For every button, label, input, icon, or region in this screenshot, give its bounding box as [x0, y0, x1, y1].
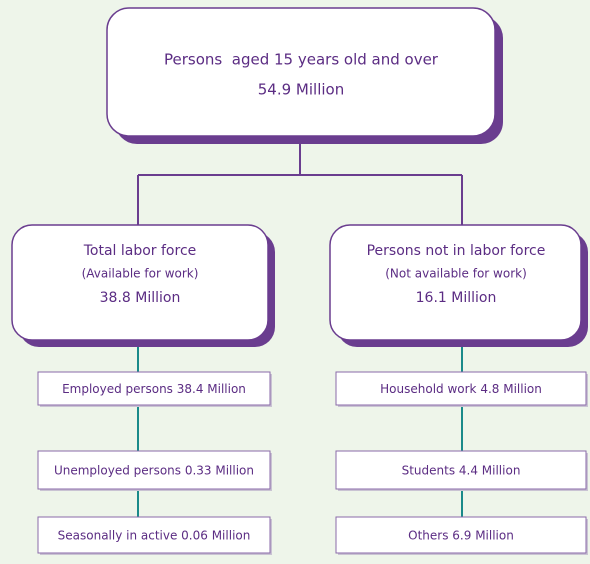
- root-box: [106, 7, 496, 137]
- branch-box: [329, 224, 582, 341]
- item-box: [335, 450, 587, 490]
- items: Employed persons 38.4 Million Unemployed …: [37, 371, 588, 555]
- item-box: [335, 371, 587, 406]
- branch-title: Total labor force: [83, 243, 197, 259]
- item-label: Unemployed persons 0.33 Million: [54, 464, 254, 478]
- item-label: Others 6.9 Million: [408, 529, 514, 543]
- item-box: [335, 516, 587, 554]
- item-box: [37, 371, 271, 406]
- item-label: Students 4.4 Million: [402, 464, 521, 478]
- branch-value: 16.1 Million: [416, 290, 497, 306]
- item-label: Seasonally in active 0.06 Million: [58, 529, 251, 543]
- branch-box: [11, 224, 269, 341]
- item-box: [37, 516, 271, 554]
- root-connector: [137, 140, 463, 225]
- root-value: 54.9 Million: [258, 81, 344, 99]
- branch-subtitle: (Available for work): [82, 267, 199, 281]
- branch-subtitle: (Not available for work): [385, 267, 527, 281]
- item-connectors: [137, 345, 463, 517]
- item-box: [37, 450, 271, 490]
- root-title: Persons aged 15 years old and over: [164, 51, 439, 69]
- branch-title: Persons not in labor force: [367, 243, 546, 259]
- branch-value: 38.8 Million: [100, 290, 181, 306]
- item-label: Employed persons 38.4 Million: [62, 382, 246, 396]
- item-label: Household work 4.8 Million: [380, 382, 542, 396]
